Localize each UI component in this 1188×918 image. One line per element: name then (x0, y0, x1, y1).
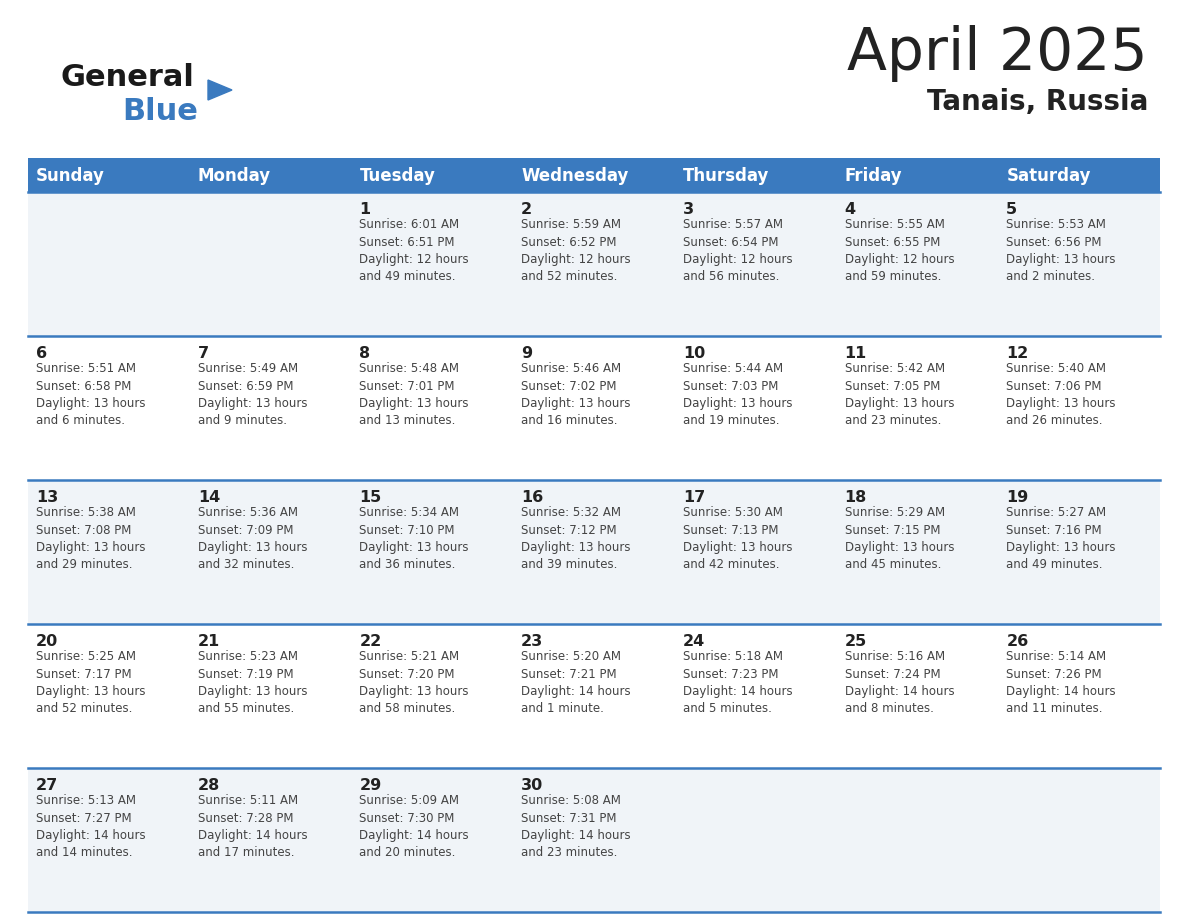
Text: 23: 23 (522, 634, 543, 649)
Bar (352, 158, 513, 192)
Text: 1: 1 (360, 202, 371, 217)
Text: 22: 22 (360, 634, 381, 649)
Text: 11: 11 (845, 346, 867, 361)
Text: 24: 24 (683, 634, 706, 649)
Text: 19: 19 (1006, 490, 1029, 505)
Text: Sunrise: 5:20 AM
Sunset: 7:21 PM
Daylight: 14 hours
and 1 minute.: Sunrise: 5:20 AM Sunset: 7:21 PM Dayligh… (522, 650, 631, 715)
Text: Sunrise: 5:34 AM
Sunset: 7:10 PM
Daylight: 13 hours
and 36 minutes.: Sunrise: 5:34 AM Sunset: 7:10 PM Dayligh… (360, 506, 469, 572)
Bar (29, 768, 1159, 912)
Text: Sunrise: 6:01 AM
Sunset: 6:51 PM
Daylight: 12 hours
and 49 minutes.: Sunrise: 6:01 AM Sunset: 6:51 PM Dayligh… (360, 218, 469, 284)
Text: Sunrise: 5:25 AM
Sunset: 7:17 PM
Daylight: 13 hours
and 52 minutes.: Sunrise: 5:25 AM Sunset: 7:17 PM Dayligh… (36, 650, 145, 715)
Text: Sunrise: 5:51 AM
Sunset: 6:58 PM
Daylight: 13 hours
and 6 minutes.: Sunrise: 5:51 AM Sunset: 6:58 PM Dayligh… (36, 362, 145, 428)
Text: 16: 16 (522, 490, 543, 505)
Text: Tuesday: Tuesday (360, 167, 435, 185)
Bar (998, 158, 1159, 192)
Bar (675, 158, 836, 192)
Text: Sunrise: 5:38 AM
Sunset: 7:08 PM
Daylight: 13 hours
and 29 minutes.: Sunrise: 5:38 AM Sunset: 7:08 PM Dayligh… (36, 506, 145, 572)
Polygon shape (208, 80, 232, 100)
Text: Sunrise: 5:53 AM
Sunset: 6:56 PM
Daylight: 13 hours
and 2 minutes.: Sunrise: 5:53 AM Sunset: 6:56 PM Dayligh… (1006, 218, 1116, 284)
Text: 10: 10 (683, 346, 706, 361)
Text: Sunrise: 5:57 AM
Sunset: 6:54 PM
Daylight: 12 hours
and 56 minutes.: Sunrise: 5:57 AM Sunset: 6:54 PM Dayligh… (683, 218, 792, 284)
Text: Sunrise: 5:40 AM
Sunset: 7:06 PM
Daylight: 13 hours
and 26 minutes.: Sunrise: 5:40 AM Sunset: 7:06 PM Dayligh… (1006, 362, 1116, 428)
Text: Sunrise: 5:44 AM
Sunset: 7:03 PM
Daylight: 13 hours
and 19 minutes.: Sunrise: 5:44 AM Sunset: 7:03 PM Dayligh… (683, 362, 792, 428)
Text: 7: 7 (197, 346, 209, 361)
Text: 26: 26 (1006, 634, 1029, 649)
Text: Wednesday: Wednesday (522, 167, 628, 185)
Bar (29, 624, 1159, 768)
Text: Sunrise: 5:46 AM
Sunset: 7:02 PM
Daylight: 13 hours
and 16 minutes.: Sunrise: 5:46 AM Sunset: 7:02 PM Dayligh… (522, 362, 631, 428)
Text: Sunday: Sunday (36, 167, 105, 185)
Text: Sunrise: 5:59 AM
Sunset: 6:52 PM
Daylight: 12 hours
and 52 minutes.: Sunrise: 5:59 AM Sunset: 6:52 PM Dayligh… (522, 218, 631, 284)
Text: 17: 17 (683, 490, 706, 505)
Text: General: General (61, 63, 194, 92)
Text: Sunrise: 5:14 AM
Sunset: 7:26 PM
Daylight: 14 hours
and 11 minutes.: Sunrise: 5:14 AM Sunset: 7:26 PM Dayligh… (1006, 650, 1116, 715)
Text: Monday: Monday (197, 167, 271, 185)
Text: Sunrise: 5:08 AM
Sunset: 7:31 PM
Daylight: 14 hours
and 23 minutes.: Sunrise: 5:08 AM Sunset: 7:31 PM Dayligh… (522, 794, 631, 859)
Text: Sunrise: 5:29 AM
Sunset: 7:15 PM
Daylight: 13 hours
and 45 minutes.: Sunrise: 5:29 AM Sunset: 7:15 PM Dayligh… (845, 506, 954, 572)
Text: Sunrise: 5:48 AM
Sunset: 7:01 PM
Daylight: 13 hours
and 13 minutes.: Sunrise: 5:48 AM Sunset: 7:01 PM Dayligh… (360, 362, 469, 428)
Text: Sunrise: 5:32 AM
Sunset: 7:12 PM
Daylight: 13 hours
and 39 minutes.: Sunrise: 5:32 AM Sunset: 7:12 PM Dayligh… (522, 506, 631, 572)
Text: Sunrise: 5:49 AM
Sunset: 6:59 PM
Daylight: 13 hours
and 9 minutes.: Sunrise: 5:49 AM Sunset: 6:59 PM Dayligh… (197, 362, 308, 428)
Text: Sunrise: 5:18 AM
Sunset: 7:23 PM
Daylight: 14 hours
and 5 minutes.: Sunrise: 5:18 AM Sunset: 7:23 PM Dayligh… (683, 650, 792, 715)
Text: Sunrise: 5:27 AM
Sunset: 7:16 PM
Daylight: 13 hours
and 49 minutes.: Sunrise: 5:27 AM Sunset: 7:16 PM Dayligh… (1006, 506, 1116, 572)
Text: 4: 4 (845, 202, 855, 217)
Text: April 2025: April 2025 (847, 25, 1148, 82)
Text: 13: 13 (36, 490, 58, 505)
Text: Sunrise: 5:13 AM
Sunset: 7:27 PM
Daylight: 14 hours
and 14 minutes.: Sunrise: 5:13 AM Sunset: 7:27 PM Dayligh… (36, 794, 146, 859)
Bar (29, 480, 1159, 624)
Text: 8: 8 (360, 346, 371, 361)
Text: 29: 29 (360, 778, 381, 793)
Text: Sunrise: 5:36 AM
Sunset: 7:09 PM
Daylight: 13 hours
and 32 minutes.: Sunrise: 5:36 AM Sunset: 7:09 PM Dayligh… (197, 506, 308, 572)
Text: Blue: Blue (122, 97, 198, 126)
Text: 18: 18 (845, 490, 867, 505)
Text: 27: 27 (36, 778, 58, 793)
Text: Friday: Friday (845, 167, 902, 185)
Text: 2: 2 (522, 202, 532, 217)
Text: 14: 14 (197, 490, 220, 505)
Text: Sunrise: 5:30 AM
Sunset: 7:13 PM
Daylight: 13 hours
and 42 minutes.: Sunrise: 5:30 AM Sunset: 7:13 PM Dayligh… (683, 506, 792, 572)
Text: 15: 15 (360, 490, 381, 505)
Text: 6: 6 (36, 346, 48, 361)
Text: Tanais, Russia: Tanais, Russia (927, 88, 1148, 116)
Text: Saturday: Saturday (1006, 167, 1091, 185)
Bar (29, 336, 1159, 480)
Text: Sunrise: 5:23 AM
Sunset: 7:19 PM
Daylight: 13 hours
and 55 minutes.: Sunrise: 5:23 AM Sunset: 7:19 PM Dayligh… (197, 650, 308, 715)
Text: 21: 21 (197, 634, 220, 649)
Text: 12: 12 (1006, 346, 1029, 361)
Text: 5: 5 (1006, 202, 1017, 217)
Text: 25: 25 (845, 634, 867, 649)
Text: Sunrise: 5:11 AM
Sunset: 7:28 PM
Daylight: 14 hours
and 17 minutes.: Sunrise: 5:11 AM Sunset: 7:28 PM Dayligh… (197, 794, 308, 859)
Text: 30: 30 (522, 778, 543, 793)
Text: 20: 20 (36, 634, 58, 649)
Text: Thursday: Thursday (683, 167, 770, 185)
Text: Sunrise: 5:42 AM
Sunset: 7:05 PM
Daylight: 13 hours
and 23 minutes.: Sunrise: 5:42 AM Sunset: 7:05 PM Dayligh… (845, 362, 954, 428)
Bar (29, 192, 1159, 336)
Bar (29, 158, 190, 192)
Bar (190, 158, 352, 192)
Bar (513, 158, 675, 192)
Bar (836, 158, 998, 192)
Text: Sunrise: 5:21 AM
Sunset: 7:20 PM
Daylight: 13 hours
and 58 minutes.: Sunrise: 5:21 AM Sunset: 7:20 PM Dayligh… (360, 650, 469, 715)
Text: 9: 9 (522, 346, 532, 361)
Text: 28: 28 (197, 778, 220, 793)
Text: Sunrise: 5:16 AM
Sunset: 7:24 PM
Daylight: 14 hours
and 8 minutes.: Sunrise: 5:16 AM Sunset: 7:24 PM Dayligh… (845, 650, 954, 715)
Text: 3: 3 (683, 202, 694, 217)
Text: Sunrise: 5:55 AM
Sunset: 6:55 PM
Daylight: 12 hours
and 59 minutes.: Sunrise: 5:55 AM Sunset: 6:55 PM Dayligh… (845, 218, 954, 284)
Text: Sunrise: 5:09 AM
Sunset: 7:30 PM
Daylight: 14 hours
and 20 minutes.: Sunrise: 5:09 AM Sunset: 7:30 PM Dayligh… (360, 794, 469, 859)
